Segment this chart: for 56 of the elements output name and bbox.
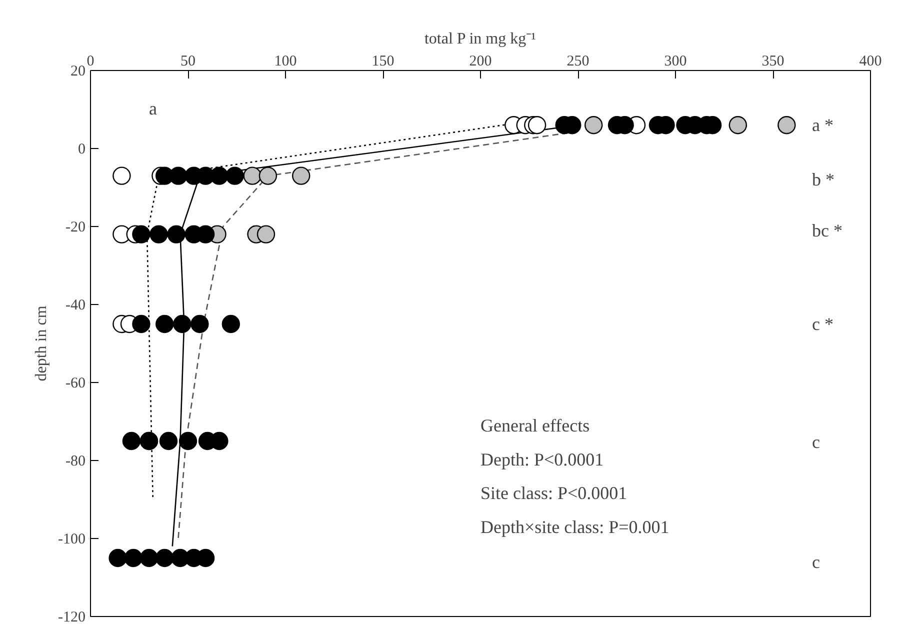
point — [167, 225, 186, 244]
point — [140, 548, 158, 568]
x-tick-label: 400 — [859, 54, 882, 70]
point — [190, 314, 209, 334]
annotation: Depth: P<0.0001 — [480, 449, 604, 470]
x-tick-label: 50 — [180, 54, 196, 70]
point — [258, 166, 278, 185]
y-tick-label: 20 — [70, 64, 86, 80]
point — [292, 166, 310, 185]
point — [178, 432, 198, 450]
annotation: c — [812, 552, 820, 572]
y-tick-label: -100 — [58, 532, 86, 548]
y-tick-label: -120 — [58, 610, 86, 626]
y-tick-label: -60 — [66, 376, 86, 392]
x-tick-label: 100 — [274, 54, 297, 70]
point — [156, 314, 174, 334]
annotation: c — [812, 432, 820, 452]
annotation: bc * — [812, 220, 842, 240]
point — [778, 116, 796, 134]
point — [108, 548, 127, 568]
point — [156, 548, 174, 568]
point — [159, 432, 178, 450]
annotation: Depth×site class: P=0.001 — [480, 516, 670, 537]
y-tick-label: -40 — [66, 298, 86, 314]
point — [132, 314, 150, 334]
y-axis-title: depth in cm — [33, 305, 50, 382]
point — [124, 548, 142, 568]
y-tick-label: 0 — [78, 142, 86, 158]
point — [243, 166, 262, 185]
annotation: c * — [812, 314, 834, 334]
annotation: General effects — [480, 415, 590, 436]
x-tick-label: 350 — [762, 54, 784, 70]
annotation: a — [149, 98, 157, 119]
point — [584, 116, 603, 134]
point — [169, 166, 188, 185]
point — [222, 314, 240, 334]
point — [150, 225, 168, 244]
point — [256, 225, 276, 244]
y-tick-label: -20 — [66, 220, 86, 236]
annotation: Site class: P<0.0001 — [480, 483, 628, 504]
point — [132, 225, 150, 244]
point — [728, 116, 747, 134]
point — [173, 314, 192, 334]
annotation: b * — [812, 170, 834, 190]
point — [112, 166, 131, 185]
x-tick-label: 150 — [372, 54, 394, 70]
x-axis-title: total P in mg kg⁻¹ — [424, 30, 536, 48]
point — [528, 116, 546, 134]
point — [210, 166, 228, 185]
point — [226, 166, 244, 185]
x-tick-label: 300 — [664, 54, 687, 70]
x-tick-label: 250 — [566, 54, 590, 70]
point — [122, 432, 141, 450]
x-tick-label: 200 — [469, 54, 492, 70]
y-tick-label: -80 — [66, 454, 86, 470]
annotation: a * — [812, 115, 834, 136]
